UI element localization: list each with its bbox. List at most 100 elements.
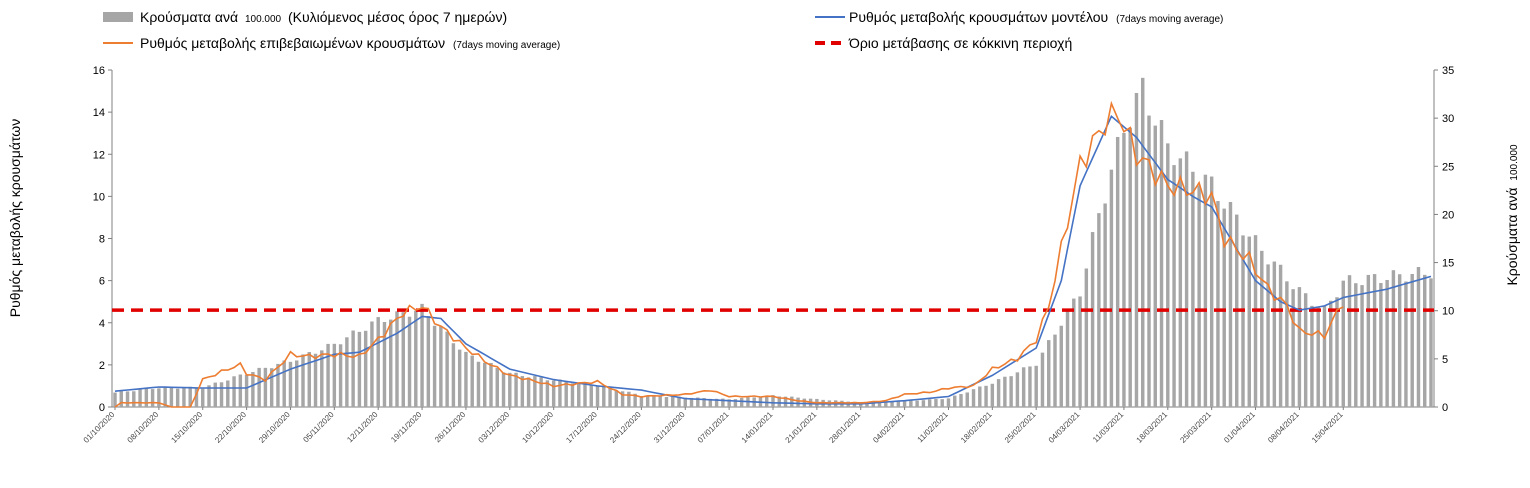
bar	[357, 331, 362, 407]
bar	[113, 392, 117, 407]
bar	[1303, 293, 1308, 407]
bar	[351, 330, 355, 407]
bar	[1297, 287, 1302, 407]
bar	[426, 316, 431, 407]
x-tick-label: 28/01/2021	[827, 410, 862, 445]
y-left-tick-label: 6	[99, 276, 105, 288]
bar	[727, 399, 731, 407]
x-tick-label: 11/02/2021	[916, 410, 951, 445]
svg-text:Κρούσματα ανά 100.00: Κρούσματα ανά 100.000 (Κυλιόμενος μέσος …	[140, 9, 507, 25]
bar	[533, 376, 537, 407]
bar	[144, 388, 149, 407]
bar	[445, 331, 449, 407]
bar	[476, 361, 481, 407]
bar	[871, 402, 875, 407]
y-right-tick-label: 15	[1442, 258, 1454, 270]
y-left-tick-label: 4	[99, 318, 105, 330]
x-tick-label: 03/12/2020	[477, 410, 512, 445]
bar	[1184, 151, 1189, 407]
bar	[414, 310, 418, 407]
legend-model: Ρυθμός μεταβολής κρουσμάτων μοντέλου (7d…	[815, 9, 1223, 25]
bar	[984, 385, 988, 407]
bar	[1072, 298, 1076, 407]
bar	[602, 385, 606, 407]
bar	[257, 367, 261, 407]
bar	[1103, 203, 1107, 407]
bar	[219, 382, 224, 407]
bar	[276, 363, 280, 407]
x-tick-label: 07/01/2021	[696, 410, 731, 445]
bar	[1222, 208, 1226, 407]
bar	[965, 392, 969, 407]
bar	[614, 390, 619, 407]
y-right-tick-label: 10	[1442, 306, 1454, 318]
bar	[182, 387, 186, 407]
bar	[551, 380, 556, 407]
bar	[1128, 127, 1132, 407]
x-tick-label: 08/04/2021	[1266, 410, 1301, 445]
bar	[1147, 115, 1151, 407]
bar	[432, 325, 437, 407]
x-tick-label: 15/10/2020	[169, 410, 204, 445]
legend: Κρούσματα ανά 100.000 (Κυλιόμενος μέσος …	[103, 9, 1223, 51]
y-right-tick-label: 20	[1442, 209, 1454, 221]
bar	[620, 391, 625, 407]
bar	[577, 382, 581, 407]
bar	[608, 387, 612, 407]
bar	[1228, 201, 1233, 407]
x-tick-label: 04/02/2021	[871, 410, 906, 445]
bar	[269, 368, 274, 407]
legend-bars-label: Κρούσματα ανά	[140, 9, 238, 25]
bar	[1354, 283, 1358, 407]
bar	[244, 374, 249, 407]
bar	[627, 391, 631, 407]
series-model-line	[114, 115, 1432, 405]
legend-bars: Κρούσματα ανά 100.000 (Κυλιόμενος μέσος …	[103, 9, 507, 25]
bar	[1335, 297, 1339, 407]
x-tick-label: 18/02/2021	[959, 410, 994, 445]
bar	[771, 395, 775, 407]
bar	[332, 343, 337, 407]
y-right-tick-label: 30	[1442, 113, 1454, 125]
bar	[1379, 283, 1383, 407]
bar	[1134, 92, 1139, 407]
bar	[570, 383, 575, 407]
y-right-tick-label: 25	[1442, 161, 1454, 173]
bar	[558, 379, 562, 407]
bar	[1266, 264, 1270, 407]
bar	[251, 372, 255, 407]
x-tick-label: 22/10/2020	[213, 410, 248, 445]
bar	[326, 343, 330, 407]
bar	[1009, 376, 1013, 407]
bar	[407, 316, 412, 407]
bar	[489, 362, 493, 407]
bar	[1260, 250, 1264, 407]
bar	[495, 367, 499, 407]
bar	[564, 381, 568, 407]
bar	[946, 398, 951, 407]
bar	[539, 377, 543, 407]
x-tick-label: 17/12/2020	[564, 410, 599, 445]
legend-confirmed: Ρυθμός μεταβολής επιβεβαιωμένων κρουσμάτ…	[103, 35, 560, 51]
bar	[959, 394, 963, 407]
bar	[1423, 274, 1427, 407]
bar	[1416, 267, 1421, 407]
bar	[783, 396, 788, 407]
bar	[915, 400, 919, 407]
bar	[1216, 201, 1220, 407]
bar	[514, 372, 518, 407]
bar	[1272, 261, 1277, 407]
bar	[132, 391, 136, 407]
x-tick-label: 15/04/2021	[1310, 410, 1345, 445]
bar	[1329, 300, 1333, 407]
bar	[213, 382, 217, 407]
x-tick-label: 12/11/2020	[345, 410, 380, 445]
y-axis-right-title-small: 100.000	[1509, 144, 1520, 181]
bar	[1090, 232, 1095, 407]
bar	[520, 376, 525, 407]
bar	[163, 386, 167, 407]
bar	[1429, 278, 1433, 407]
bar	[1122, 132, 1126, 407]
bar	[1047, 340, 1051, 407]
